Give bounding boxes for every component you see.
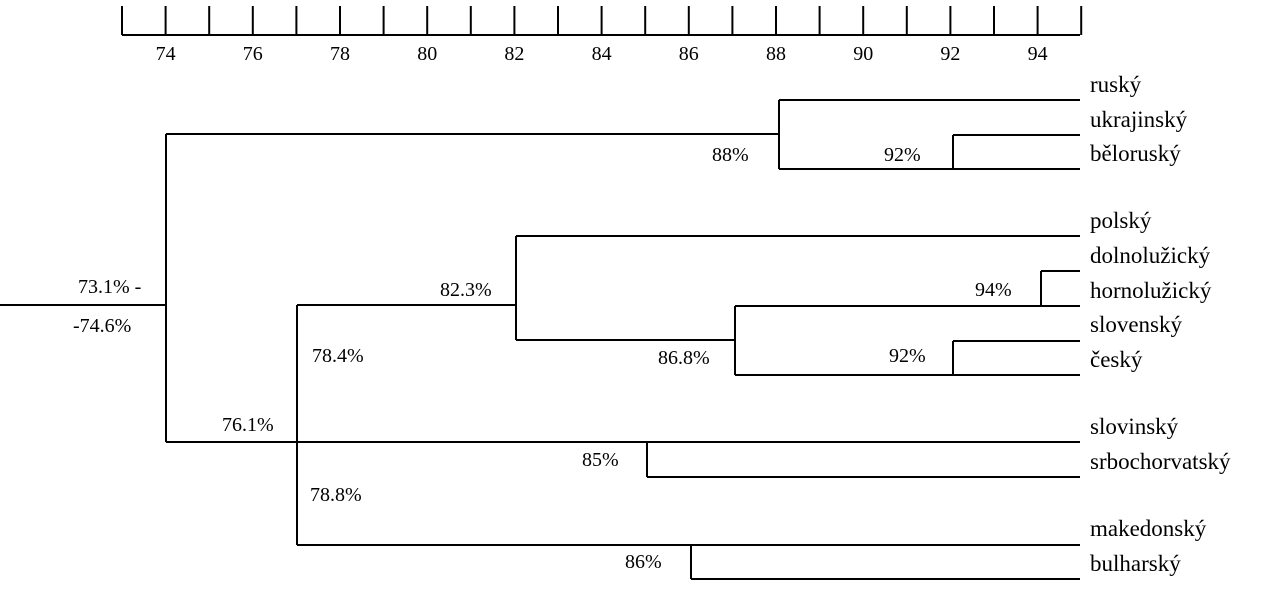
language-label: běloruský bbox=[1090, 141, 1181, 166]
language-label: slovinský bbox=[1090, 414, 1179, 439]
scale-tick-label: 78 bbox=[330, 43, 350, 65]
scale-tick-label: 84 bbox=[592, 43, 612, 65]
node-label-cz-sk: 92% bbox=[889, 345, 926, 367]
node-label-west-south: 76.1% bbox=[222, 414, 274, 436]
node-label-sorbian: 94% bbox=[975, 279, 1012, 301]
language-label: ruský bbox=[1090, 72, 1142, 97]
language-label: slovenský bbox=[1090, 312, 1183, 337]
language-label: hornolužický bbox=[1090, 278, 1212, 303]
similarity-scale: 74 76 78 80 82 84 86 88 90 92 94 bbox=[121, 6, 1083, 65]
node-label-south: 78.8% bbox=[310, 484, 362, 506]
tree-branches bbox=[0, 99, 1080, 580]
node-label-east-pair: 92% bbox=[884, 144, 921, 166]
node-label-west-group: 78.4% bbox=[312, 345, 364, 367]
scale-tick-label: 94 bbox=[1028, 43, 1048, 65]
language-label: srbochorvatský bbox=[1090, 449, 1231, 474]
language-labels: ruský ukrajinský běloruský polský dolnolužic… bbox=[1090, 72, 1231, 576]
scale-ticks bbox=[121, 6, 1083, 35]
node-label-mk-bg: 86% bbox=[625, 551, 662, 573]
scale-tick-label: 90 bbox=[853, 43, 873, 65]
node-label-sl-sh: 85% bbox=[582, 449, 619, 471]
language-label: makedonský bbox=[1090, 516, 1207, 541]
scale-tick-labels: 74 76 78 80 82 84 86 88 90 92 94 bbox=[156, 43, 1048, 65]
node-label-czechoslovak: 86.8% bbox=[658, 347, 710, 369]
node-label-east: 88% bbox=[712, 144, 749, 166]
scale-tick-label: 86 bbox=[679, 43, 699, 65]
node-label-west: 82.3% bbox=[440, 279, 492, 301]
language-label: bulharský bbox=[1090, 551, 1181, 576]
scale-tick-label: 76 bbox=[243, 43, 263, 65]
scale-tick-label: 80 bbox=[417, 43, 437, 65]
scale-tick-label: 92 bbox=[940, 43, 960, 65]
language-label: český bbox=[1090, 347, 1143, 372]
scale-tick-label: 88 bbox=[766, 43, 786, 65]
scale-tick-label: 74 bbox=[156, 43, 176, 65]
node-label-root-line1: 73.1% - bbox=[78, 276, 141, 298]
node-labels: 73.1% - -74.6% 88% 92% 76.1% 82.3% 78.4%… bbox=[73, 144, 1012, 573]
scale-tick-label: 82 bbox=[504, 43, 524, 65]
node-label-root-line2: -74.6% bbox=[73, 315, 131, 337]
language-label: ukrajinský bbox=[1090, 107, 1188, 132]
language-label: polský bbox=[1090, 208, 1152, 233]
language-label: dolnolužický bbox=[1090, 243, 1211, 268]
